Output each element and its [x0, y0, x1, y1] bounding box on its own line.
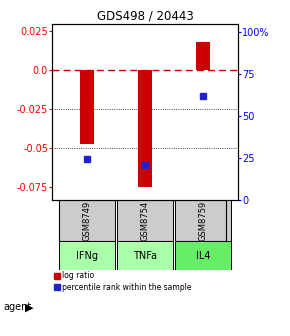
Legend: log ratio, percentile rank within the sample: log ratio, percentile rank within the sa…	[54, 271, 191, 292]
Text: IL4: IL4	[196, 251, 210, 261]
Bar	[117, 241, 173, 270]
Text: GSM8749: GSM8749	[82, 200, 92, 241]
Text: ▶: ▶	[25, 303, 33, 313]
Title: GDS498 / 20443: GDS498 / 20443	[97, 9, 193, 23]
Bar	[138, 70, 152, 187]
Bar	[59, 200, 226, 241]
Bar	[196, 42, 210, 70]
Bar	[175, 200, 231, 241]
Text: TNFa: TNFa	[133, 251, 157, 261]
Text: GSM8754: GSM8754	[140, 200, 150, 241]
Text: GSM8759: GSM8759	[198, 200, 208, 241]
Bar	[175, 241, 231, 270]
Bar	[59, 241, 115, 270]
Text: IFNg: IFNg	[76, 251, 98, 261]
Bar	[80, 70, 94, 143]
Bar	[59, 200, 115, 241]
Bar	[117, 200, 173, 241]
Text: agent: agent	[3, 302, 31, 312]
